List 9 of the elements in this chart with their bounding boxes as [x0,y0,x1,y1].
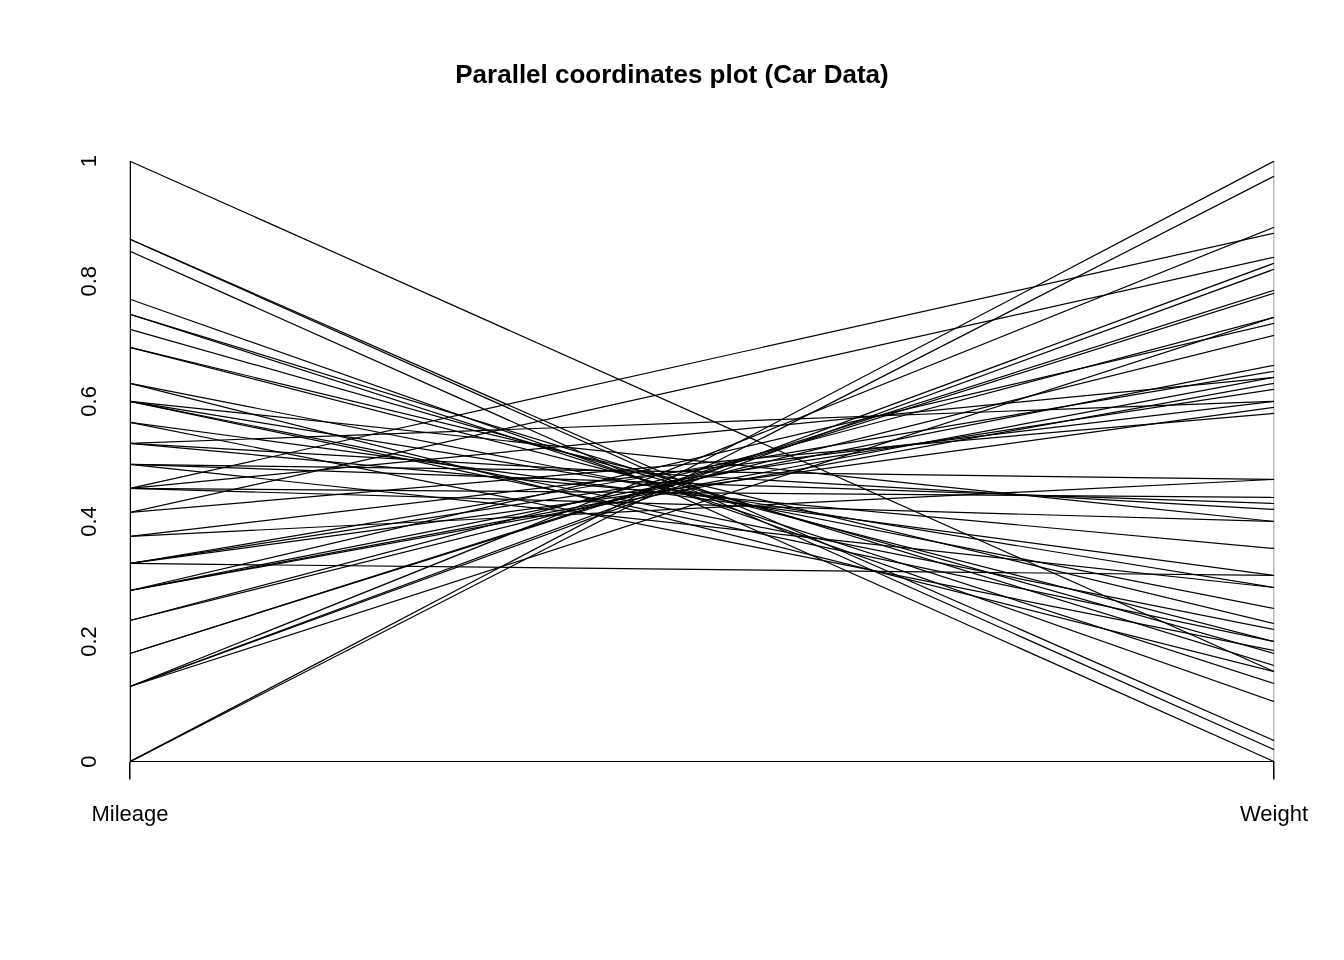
y-tick-label: 0 [76,755,102,768]
y-tick-label: 0.8 [76,265,102,297]
y-tick-label: 0.4 [76,506,102,537]
x-tick-label: Mileage [91,800,169,826]
y-tick-label: 0.6 [76,386,102,417]
y-tick-label: 0.2 [76,626,102,657]
chart-title: Parallel coordinates plot (Car Data) [455,58,889,89]
x-tick-label: Weight [1239,800,1309,826]
y-tick-label: 1 [76,155,102,168]
